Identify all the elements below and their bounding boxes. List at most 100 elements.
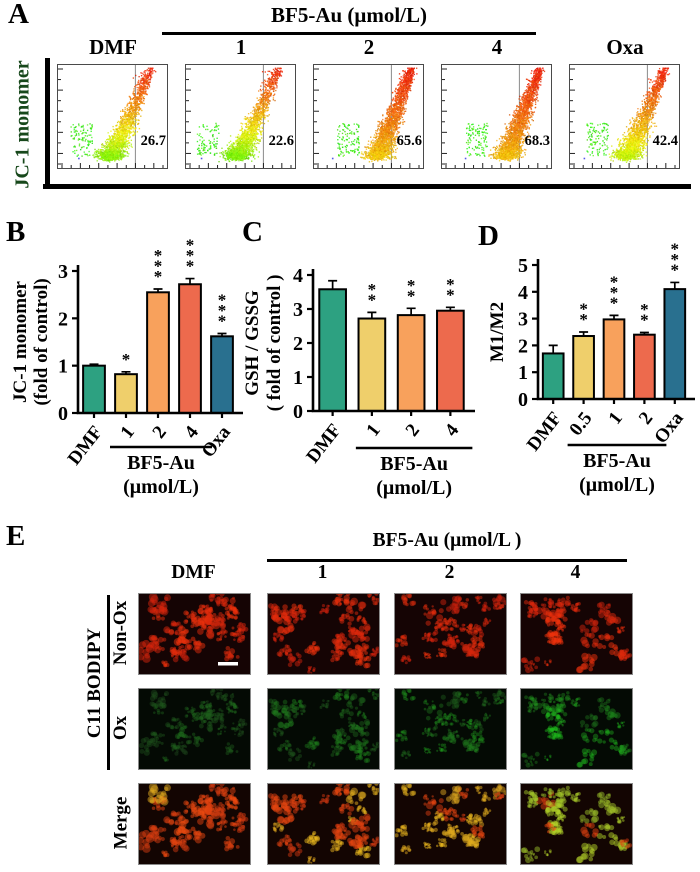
micro-row-label: Non-Ox [110,600,132,666]
micro-row-label: Merge [110,796,132,850]
group-label: BF5-Au [583,450,651,472]
y-tick-label: 4 [293,265,303,287]
bar [146,291,170,414]
micro-column-label: 4 [570,562,581,583]
significance-star: * [186,257,195,276]
significance-star: * [610,283,619,302]
significance-star: * [446,275,455,294]
micrograph [520,783,633,865]
y-tick-label: 0 [293,401,303,423]
flow-plot: 22.6 [185,64,296,169]
error-bar [328,279,338,290]
error-bar [445,306,455,311]
micrograph-canvas [268,689,379,769]
micrograph [138,783,251,865]
panel-e-side-label-wrap: C11 BODIPY [82,595,108,770]
group-label: (μmol/L) [376,477,452,499]
micrograph-canvas [268,784,379,864]
micrograph [138,593,251,675]
y-axis-label: JC-1 monomer [10,280,31,402]
panel-a-group-underline [162,32,536,35]
flow-plot: 65.6 [313,64,424,169]
significance-star: * [218,290,227,309]
significance-star: * [640,311,649,330]
error-bar [406,307,416,316]
micrograph-canvas [521,784,632,864]
micrograph [138,688,251,770]
micro-row-label: Ox [110,715,132,741]
flow-plot-title: DMF [89,35,137,59]
bar-chart-C: GSH / GSSG( fold of control ) ** ** **01234… [242,265,475,499]
flow-plot-title: 2 [363,35,375,59]
micrograph-canvas [268,594,379,674]
micrograph [394,593,507,675]
bar [663,288,687,400]
y-tick-label: 4 [518,282,528,304]
y-tick-label: 2 [58,308,68,330]
significance-star: * [407,276,416,295]
error-bar [579,331,589,337]
error-bar [121,370,131,375]
micrograph [267,688,380,770]
y-tick-label: 2 [293,333,303,355]
significance-star: * [186,246,195,265]
micrograph [267,593,380,675]
group-label: (μmol/L) [123,476,199,498]
gate-percentage: 22.6 [268,132,294,149]
significance-star: * [186,236,195,255]
flow-plot-canvas [58,65,167,168]
significance-star: * [579,300,588,319]
x-category-label: DMF [64,422,107,469]
y-axis-label: GSH / GSSG [242,290,263,396]
bar [396,314,426,412]
significance-star: * [446,285,455,304]
x-category-label: Oxa [650,408,688,448]
significance-star: * [154,267,163,286]
micrograph [267,783,380,865]
significance-star: * [218,301,227,320]
micrograph-canvas [521,594,632,674]
significance-star: * [579,310,588,329]
significance-star: * [368,280,377,299]
micrograph-canvas [139,784,250,864]
x-category-label: 1 [362,420,384,440]
flow-plot-canvas [442,65,551,168]
bar [114,373,138,414]
micrograph [520,593,633,675]
y-tick-label: 0 [58,403,68,425]
error-bar [609,314,619,320]
micro-column-label: DMF [171,562,216,583]
x-category-label: 1 [117,422,139,442]
x-category-label: 0.5 [565,408,596,440]
bar [82,364,106,415]
micrograph [520,688,633,770]
bar [357,317,387,412]
error-bar [548,344,558,354]
micrograph-canvas [395,594,506,674]
flow-plot-canvas [314,65,423,168]
x-category-label: 1 [605,408,627,428]
x-category-label: 4 [181,422,204,443]
significance-star: * [610,293,619,312]
x-category-label: DMF [523,408,566,455]
micrograph [394,688,507,770]
panel-e: E BF5-Au (μmol/L ) C11 BODIPY DMF 1 2 4 Non-… [0,518,700,872]
flow-plot-canvas [186,65,295,168]
flow-plot: 68.3 [441,64,552,169]
y-tick-label: 3 [518,309,528,331]
significance-star: * [122,350,131,369]
flow-plot-canvas [570,65,679,168]
bar [318,288,347,412]
flow-plot-title: 4 [491,35,503,59]
flow-plot: 42.4 [569,64,680,169]
x-category-label: DMF [302,420,345,467]
y-tick-label: 5 [518,255,528,277]
gate-percentage: 68.3 [524,132,550,149]
panel-a-letter: A [8,0,29,30]
flow-plot-title: 1 [235,35,247,59]
panel-c-letter: C [242,216,263,248]
panel-b-letter: B [6,216,26,248]
group-label: BF5-Au [380,453,448,475]
